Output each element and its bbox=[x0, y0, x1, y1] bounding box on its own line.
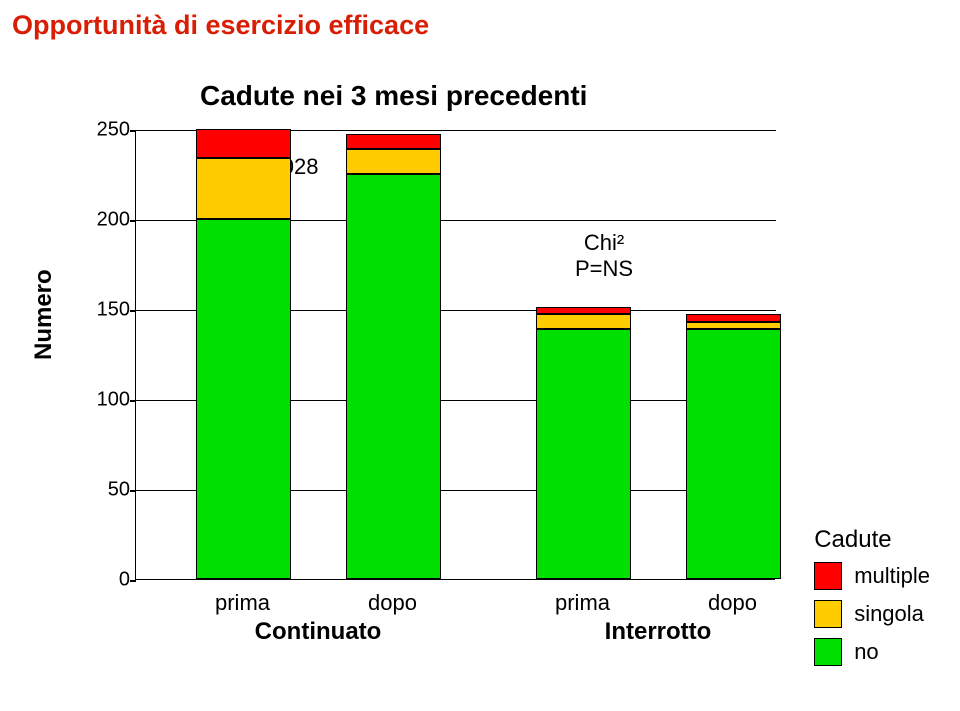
y-tick-label: 250 bbox=[80, 119, 130, 142]
legend-item-no: no bbox=[814, 638, 930, 666]
bar-segment-multiple bbox=[346, 134, 441, 148]
legend-item-singola: singola bbox=[814, 600, 930, 628]
legend-label: no bbox=[854, 639, 878, 665]
annot-line2: P=NS bbox=[575, 256, 633, 281]
bar-segment-multiple bbox=[536, 307, 631, 314]
bar-segment-multiple bbox=[196, 129, 291, 158]
x-group-label: Interrotto bbox=[605, 618, 712, 646]
bar-segment-no bbox=[686, 329, 781, 579]
bar bbox=[346, 134, 441, 579]
bar-segment-no bbox=[346, 174, 441, 579]
bar-segment-multiple bbox=[686, 314, 781, 321]
legend-swatch bbox=[814, 638, 842, 666]
legend: Cadute multiple singola no bbox=[814, 526, 930, 676]
bar bbox=[686, 314, 781, 579]
y-tick-mark bbox=[130, 580, 136, 582]
legend-item-multiple: multiple bbox=[814, 562, 930, 590]
plot-region bbox=[135, 130, 775, 580]
legend-swatch bbox=[814, 562, 842, 590]
chart-title: Cadute nei 3 mesi precedenti bbox=[200, 80, 587, 112]
chart-area: Chi² P=NS 050100150200250primadopoprimad… bbox=[135, 130, 775, 580]
page-title: Opportunità di esercizio efficace bbox=[12, 10, 429, 41]
x-group-label: Continuato bbox=[255, 618, 382, 646]
x-category-label: prima bbox=[555, 590, 610, 616]
annotation-chi2-ns: Chi² P=NS bbox=[575, 230, 633, 282]
y-tick-label: 0 bbox=[80, 569, 130, 592]
bar-segment-singola bbox=[346, 149, 441, 174]
bar-segment-singola bbox=[536, 314, 631, 328]
legend-label: singola bbox=[854, 601, 924, 627]
y-tick-label: 50 bbox=[80, 479, 130, 502]
bar-segment-no bbox=[196, 219, 291, 579]
x-category-label: dopo bbox=[708, 590, 757, 616]
legend-swatch bbox=[814, 600, 842, 628]
bar bbox=[196, 129, 291, 579]
x-category-label: dopo bbox=[368, 590, 417, 616]
bar-segment-no bbox=[536, 329, 631, 579]
bar-segment-singola bbox=[196, 158, 291, 219]
y-tick-label: 200 bbox=[80, 209, 130, 232]
bar bbox=[536, 307, 631, 579]
annot-line1: Chi² bbox=[584, 230, 624, 255]
y-tick-label: 150 bbox=[80, 299, 130, 322]
bar-segment-singola bbox=[686, 322, 781, 329]
legend-label: multiple bbox=[854, 563, 930, 589]
y-axis-label: Numero bbox=[30, 269, 58, 360]
legend-title: Cadute bbox=[814, 526, 930, 554]
x-category-label: prima bbox=[215, 590, 270, 616]
y-tick-label: 100 bbox=[80, 389, 130, 412]
